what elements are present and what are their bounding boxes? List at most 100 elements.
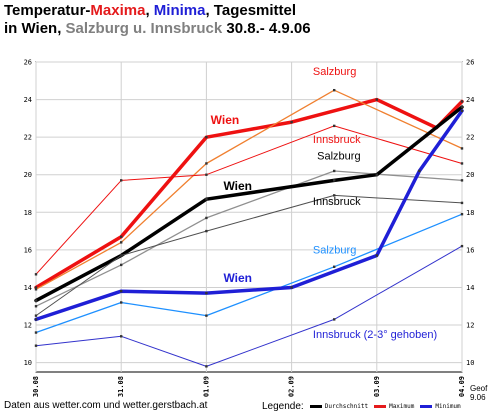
annotation-wien: Wien [211, 113, 240, 127]
series-line-innsbruck-minimum [35, 245, 463, 367]
data-point [460, 179, 464, 182]
data-point [333, 124, 336, 128]
y-tick-label-right: 16 [466, 246, 474, 254]
title-minima: Minima [153, 2, 206, 19]
data-point [333, 318, 336, 321]
data-point [34, 314, 38, 317]
legend-swatch [420, 405, 433, 408]
y-tick-label-right: 12 [466, 322, 474, 330]
y-tick-label-right: 26 [466, 59, 474, 67]
data-point [34, 331, 38, 334]
data-point [460, 147, 464, 150]
title-sep: , [145, 2, 154, 19]
data-point [290, 120, 293, 124]
annotation-innsbruck: Innsbruck (2-3° gehoben) [313, 329, 437, 341]
y-tick-label-left: 18 [24, 209, 32, 217]
data-point [460, 162, 464, 165]
x-tick-label: 31.08 [117, 376, 125, 397]
title-part: , Tagesmittel [205, 2, 297, 19]
data-point [205, 216, 208, 220]
y-tick-label-left: 12 [24, 322, 32, 330]
annotation-salzburg: Salzburg [317, 151, 360, 163]
x-tick-label: 30.08 [32, 376, 40, 397]
title-line-2: in Wien, Salzburg u. Innsbruck 30.8.- 4.… [4, 20, 311, 38]
legend-item-label: Minimum [435, 403, 461, 410]
data-point [120, 254, 123, 257]
series-line-wien-durchschnitt [34, 105, 464, 303]
title-date-range: 30.8.- 4.9.06 [222, 20, 311, 37]
data-point [290, 286, 293, 289]
y-tick-label-right: 10 [466, 359, 474, 367]
annotation-wien: Wien [223, 179, 252, 193]
y-tick-label-right: 24 [466, 96, 474, 104]
data-point [460, 201, 464, 205]
data-point [120, 335, 123, 338]
data-point [205, 314, 208, 317]
legend: Legende: Durchschnitt Maximum Minimum [262, 401, 461, 412]
data-point [333, 169, 336, 173]
legend-item-maximum: Maximum [374, 403, 414, 410]
data-point [34, 318, 38, 321]
annotation-innsbruck: Innsbruck [313, 134, 361, 146]
data-point [120, 235, 123, 238]
data-point [375, 98, 378, 101]
data-point [333, 179, 336, 182]
data-point [375, 173, 378, 176]
title-part: Temperatur- [4, 2, 91, 19]
data-point [205, 173, 208, 176]
y-tick-label-left: 14 [24, 284, 32, 292]
annotation-salzburg: Salzburg [313, 245, 356, 257]
x-tick-label: 01.09 [202, 376, 210, 397]
data-point [205, 135, 208, 139]
data-point [333, 194, 336, 197]
title-places: Salzburg u. Innsbruck [65, 20, 223, 37]
x-tick-label: 02.09 [288, 376, 296, 397]
data-point [375, 254, 378, 257]
data-point [34, 299, 38, 302]
y-tick-label-left: 24 [24, 96, 32, 104]
data-point [34, 344, 38, 347]
series-line-innsbruck-maximum [35, 125, 463, 275]
series-labels: Wien Salzburg Innsbruck Salzburg Wien Innsbru… [211, 66, 437, 341]
title-line-1: Temperatur-Maxima, Minima, Tagesmittel [4, 2, 311, 20]
data-point [205, 291, 208, 295]
data-point [333, 265, 336, 268]
data-point [120, 290, 123, 293]
data-point [205, 229, 208, 233]
legend-swatch [374, 405, 387, 408]
y-tick-label-right: 18 [466, 209, 474, 217]
y-tick-label-left: 22 [24, 134, 32, 142]
data-point [34, 288, 38, 291]
data-point [460, 212, 464, 216]
legend-item-durchschnitt: Durchschnitt [309, 403, 368, 410]
chart-title: Temperatur-Maxima, Minima, Tagesmittel i… [4, 2, 311, 38]
legend-item-minimum: Minimum [420, 403, 461, 410]
annotation-innsbruck: Innsbruck [313, 196, 361, 208]
legend-label: Legende: [262, 401, 304, 412]
data-source: Daten aus wetter.com und wetter.gerstbac… [4, 400, 208, 411]
data-point [460, 105, 464, 109]
data-point [120, 263, 123, 267]
data-point [333, 88, 336, 92]
author-note-line: 9.06 [470, 393, 486, 402]
y-tick-label-left: 16 [24, 246, 32, 254]
annotation-wien: Wien [223, 271, 252, 285]
data-point [34, 305, 38, 308]
y-tick-label-left: 26 [24, 59, 32, 67]
series-lines [34, 88, 464, 368]
x-tick-label: 04.09 [458, 376, 466, 397]
data-point [460, 109, 464, 113]
y-tick-label-right: 22 [466, 134, 474, 142]
data-point [205, 162, 208, 165]
y-tick-label-left: 20 [24, 171, 32, 179]
legend-item-label: Maximum [389, 403, 415, 410]
y-tick-label-right: 20 [466, 171, 474, 179]
data-point [418, 169, 421, 173]
data-point [34, 286, 38, 289]
data-point [34, 273, 38, 276]
legend-swatch [309, 405, 322, 408]
author-note-line: Geof [470, 384, 488, 393]
title-part: in Wien, [4, 20, 66, 37]
data-point [120, 301, 123, 304]
data-point [205, 197, 208, 201]
